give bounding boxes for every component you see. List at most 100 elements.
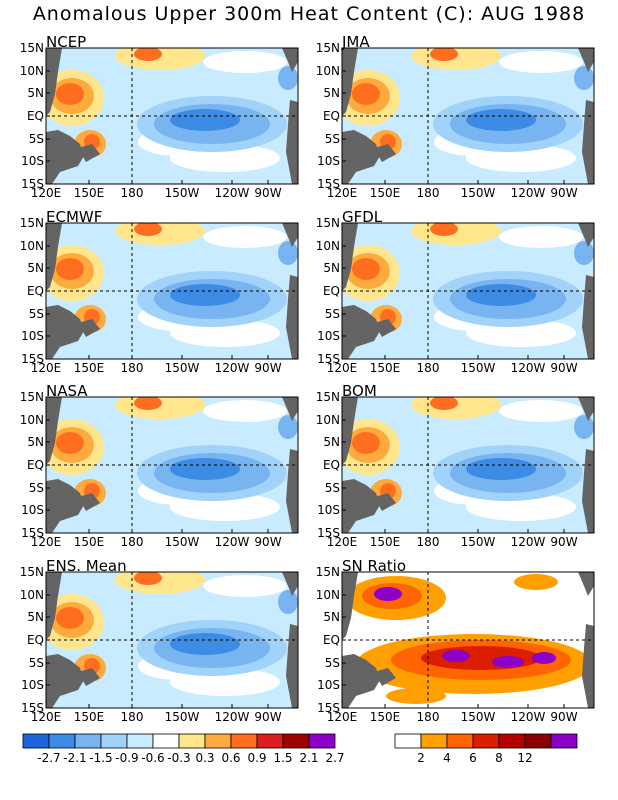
lat-label: 5N: [27, 610, 44, 624]
lat-label: 5S: [29, 307, 44, 321]
land-australasia: [46, 479, 84, 533]
lon-label: 90W: [254, 361, 281, 375]
lon-label: 90W: [254, 535, 281, 549]
lon-label: 90W: [550, 710, 577, 724]
panel3-contour-region: [574, 241, 594, 265]
panel0-contour-region: [134, 48, 162, 61]
panel4-contour-region: [203, 400, 287, 422]
land-central-america: [578, 572, 594, 596]
land-australasia: [46, 654, 84, 708]
lon-label: 120W: [215, 361, 250, 375]
lat-label: 15S: [21, 352, 44, 366]
lon-label: 120W: [215, 186, 250, 200]
anomaly-colorbar: -2.7 -2.1 -1.5 -0.9 -0.6 -0.3 0.3 0.6 0.9 1.5 2.1 2…: [22, 733, 345, 765]
sn-colorbar-label: 12: [517, 751, 532, 765]
lon-label: 150W: [165, 710, 200, 724]
lon-label: 150W: [461, 535, 496, 549]
lat-label: 10S: [21, 678, 44, 692]
colorbar-label: 0.3: [195, 751, 214, 765]
panel6-contour-region: [278, 590, 298, 614]
land-south-america: [582, 449, 594, 533]
lat-label: 5S: [325, 132, 340, 146]
lon-label: 150E: [74, 710, 105, 724]
panel0-contour-region: [203, 51, 287, 73]
lon-label: 150E: [370, 535, 401, 549]
panel5-contour-region: [430, 397, 458, 410]
lat-label: 15S: [317, 526, 340, 540]
lon-label: 120E: [31, 710, 62, 724]
lat-label: 15S: [21, 701, 44, 715]
panel-sn-ratio: 15N 10N 5N EQ 5S 10S 15S 120E 150E 180 150W 120W 90W…: [296, 556, 596, 731]
panel1-contour-region: [430, 48, 458, 61]
land-asia: [46, 572, 62, 640]
lat-label: 5S: [325, 656, 340, 670]
panel-gfdl: 15N 10N 5N EQ 5S 10S 15S 120E 150E 180 150W 120W 90W…: [296, 207, 596, 382]
panel0-contour-region: [278, 66, 298, 90]
land-south-america: [286, 624, 298, 708]
panel6-contour-region: [134, 572, 162, 585]
land-asia: [342, 572, 358, 640]
lon-label: 150E: [370, 710, 401, 724]
lat-label: EQ: [323, 284, 340, 298]
panel-title: SN Ratio: [342, 557, 406, 575]
colorbar-label: -2.7: [37, 751, 60, 765]
lon-label: 180: [417, 710, 440, 724]
land-australasia: [342, 130, 380, 184]
lat-label: 5N: [27, 261, 44, 275]
panel7-contour-region: [532, 652, 556, 664]
lon-label: 180: [417, 186, 440, 200]
lon-label: 150E: [370, 186, 401, 200]
land-south-america: [582, 624, 594, 708]
panel-title: ENS. Mean: [46, 557, 127, 575]
land-new-guinea: [78, 144, 100, 162]
panel-ncep: 15N 10N 5N EQ 5S 10S 15S 120E 150E 180 150W 120W 90W…: [0, 32, 300, 207]
lat-label: 5S: [325, 307, 340, 321]
panel-bom: 15N 10N 5N EQ 5S 10S 15S 120E 150E 180 150W 120W 90W…: [296, 381, 596, 556]
lon-label: 90W: [550, 535, 577, 549]
lon-label: 180: [121, 186, 144, 200]
colorbar-label: -1.5: [89, 751, 112, 765]
colorbar-label: -0.6: [141, 751, 164, 765]
lon-label: 120W: [511, 361, 546, 375]
panel2-contour-region: [134, 223, 162, 236]
lon-label: 90W: [254, 186, 281, 200]
lon-label: 180: [121, 535, 144, 549]
panel-title: ECMWF: [46, 208, 102, 226]
lon-label: 150E: [74, 361, 105, 375]
land-asia: [342, 223, 358, 291]
panel2-contour-region: [203, 226, 287, 248]
sn-colorbar-label: 8: [495, 751, 503, 765]
sn-colorbar-swatch: [446, 733, 474, 749]
land-central-america: [282, 223, 298, 247]
lat-label: 10N: [20, 588, 44, 602]
land-new-guinea: [78, 668, 100, 686]
lat-label: 10N: [20, 413, 44, 427]
land-australasia: [342, 654, 380, 708]
panel-title: JMA: [341, 33, 370, 51]
sn-colorbar-label: 4: [443, 751, 451, 765]
lat-label: 15N: [316, 565, 340, 579]
lat-label: 10N: [316, 64, 340, 78]
lat-label: 15S: [317, 352, 340, 366]
lon-label: 120W: [215, 535, 250, 549]
land-australasia: [342, 305, 380, 359]
lat-label: EQ: [323, 633, 340, 647]
panel7-contour-region: [386, 688, 446, 704]
lon-label: 120E: [327, 361, 358, 375]
colorbar-label: 0.9: [247, 751, 266, 765]
lon-label: 180: [417, 535, 440, 549]
panel-title: NCEP: [46, 33, 86, 51]
panel6-contour-region: [170, 633, 240, 655]
land-asia: [342, 48, 358, 116]
sn-colorbar-swatch: [524, 733, 552, 749]
lat-label: 15N: [316, 390, 340, 404]
figure-title: Anomalous Upper 300m Heat Content (C): A…: [32, 3, 586, 25]
panel2-contour-region: [278, 241, 298, 265]
panel0-contour-region: [56, 83, 84, 105]
panel-ecmwf: 15N 10N 5N EQ 5S 10S 15S 120E 150E 180 150W 120W 90W…: [0, 207, 300, 382]
lat-label: 15N: [316, 41, 340, 55]
lon-label: 120W: [511, 535, 546, 549]
lat-label: EQ: [27, 284, 44, 298]
lon-label: 120W: [511, 710, 546, 724]
lon-label: 120W: [215, 710, 250, 724]
